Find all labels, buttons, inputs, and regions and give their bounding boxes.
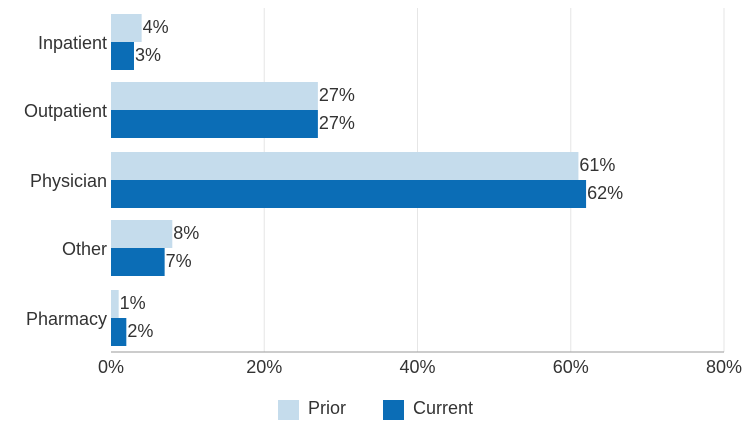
data-label: 62% <box>587 183 623 203</box>
data-label: 27% <box>319 85 355 105</box>
category-label: Pharmacy <box>26 309 107 329</box>
bar <box>111 318 127 346</box>
bar <box>111 152 579 180</box>
legend-label: Current <box>413 398 473 418</box>
legend-swatch <box>383 400 404 420</box>
bar <box>111 220 173 248</box>
bar <box>111 110 318 138</box>
data-label: 7% <box>166 251 192 271</box>
data-label: 4% <box>143 17 169 37</box>
data-label: 2% <box>127 321 153 341</box>
x-tick-label: 0% <box>98 357 124 377</box>
bar <box>111 180 587 208</box>
x-tick-label: 20% <box>246 357 282 377</box>
bar <box>111 82 318 110</box>
bar <box>111 14 142 42</box>
category-label: Physician <box>30 171 107 191</box>
category-label: Other <box>62 239 107 259</box>
bar <box>111 290 119 318</box>
legend-label: Prior <box>308 398 346 418</box>
data-label: 8% <box>173 223 199 243</box>
category-label: Outpatient <box>24 101 107 121</box>
x-tick-label: 60% <box>553 357 589 377</box>
data-label: 1% <box>120 293 146 313</box>
x-tick-label: 40% <box>399 357 435 377</box>
category-label: Inpatient <box>38 33 107 53</box>
bar <box>111 248 165 276</box>
data-label: 3% <box>135 45 161 65</box>
x-tick-label: 80% <box>706 357 742 377</box>
data-label: 61% <box>579 155 615 175</box>
legend-swatch <box>278 400 299 420</box>
bar <box>111 42 134 70</box>
data-label: 27% <box>319 113 355 133</box>
